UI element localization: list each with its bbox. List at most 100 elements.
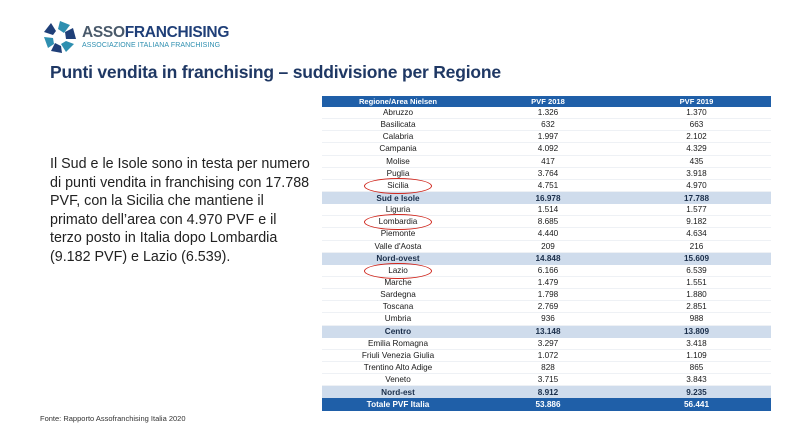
summary-text: Il Sud e le Isole sono in testa per nume… <box>50 156 310 265</box>
table-row: Toscana 2.769 2.851 <box>322 301 771 314</box>
pvf-2019-cell: 1.109 <box>686 350 707 360</box>
region-cell: Liguria <box>385 205 411 215</box>
subtotal-row: Nord-est 8.912 9.235 <box>322 386 771 399</box>
pvf-2018-cell: 936 <box>541 314 555 324</box>
table-row: Trentino Alto Adige 828 865 <box>322 362 771 375</box>
pvf-2018-cell: 4.440 <box>537 229 559 239</box>
table-row: Valle d'Aosta 209 216 <box>322 241 771 253</box>
region-cell: Puglia <box>386 168 410 178</box>
pvf-2018-cell: 3.715 <box>537 375 559 385</box>
pvf-2019-cell: 15.609 <box>683 254 710 264</box>
pvf-2018-cell: 4.751 <box>537 180 559 190</box>
table-header-row: Regione/Area Nielsen PVF 2018 PVF 2019 <box>322 96 771 107</box>
pvf-2018-cell: 828 <box>541 363 555 373</box>
pvf-2019-cell: 6.539 <box>686 265 707 275</box>
header-pvf-2019: PVF 2019 <box>679 97 714 106</box>
region-cell: Sud e Isole <box>376 193 420 203</box>
table-row: Puglia 3.764 3.918 <box>322 168 771 180</box>
table-row: Sicilia 4.751 4.970 <box>322 180 771 192</box>
region-cell: Piemonte <box>380 229 416 239</box>
pvf-2018-cell: 209 <box>541 241 555 251</box>
pvf-2018-cell: 8.685 <box>537 217 559 227</box>
pvf-2019-cell: 9.182 <box>686 217 707 227</box>
pvf-2018-cell: 8.912 <box>537 387 559 397</box>
brand-logo: ASSOFRANCHISING ASSOCIAZIONE ITALIANA FR… <box>42 19 229 55</box>
pvf-2018-cell: 1.798 <box>537 290 559 300</box>
pvf-2019-cell: 216 <box>689 241 704 251</box>
table-row: Liguria 1.514 1.577 <box>322 204 771 217</box>
pvf-2019-cell: 663 <box>689 120 704 130</box>
brand-name-part1: ASSO <box>82 23 125 41</box>
region-cell: Sardegna <box>380 290 416 300</box>
pvf-2018-cell: 3.764 <box>537 168 559 178</box>
pvf-2019-cell: 2.851 <box>686 302 707 312</box>
table-row: Piemonte 4.440 4.634 <box>322 228 771 241</box>
table-row: Abruzzo 1.326 1.370 <box>322 107 771 120</box>
assofranchising-logo-icon <box>44 21 76 53</box>
region-cell: Totale PVF Italia <box>366 399 430 409</box>
table-row: Sardegna 1.798 1.880 <box>322 289 771 302</box>
pvf-2019-cell: 865 <box>689 363 704 373</box>
pvf-2019-cell: 1.370 <box>686 108 707 118</box>
pvf-2019-cell: 435 <box>689 156 704 166</box>
pvf-2019-cell: 13.809 <box>683 327 710 337</box>
pvf-2018-cell: 6.166 <box>537 265 559 275</box>
region-cell: Marche <box>384 278 412 288</box>
source-note: Fonte: Rapporto Assofranchising Italia 2… <box>40 414 186 423</box>
pvf-2018-cell: 13.148 <box>535 327 561 337</box>
region-cell: Calabria <box>382 132 414 142</box>
pvf-2019-cell: 4.634 <box>686 229 707 239</box>
pvf-2018-cell: 53.886 <box>535 399 561 409</box>
region-cell: Abruzzo <box>382 108 414 118</box>
region-cell: Umbria <box>384 314 412 324</box>
pvf-2018-cell: 3.297 <box>537 338 559 348</box>
pvf-2019-cell: 3.918 <box>686 168 707 178</box>
header-region: Regione/Area Nielsen <box>358 97 438 106</box>
table-row: Lazio 6.166 6.539 <box>322 265 771 277</box>
table-row: Emilia Romagna 3.297 3.418 <box>322 338 771 350</box>
table-row: Umbria 936 988 <box>322 313 771 326</box>
pvf-2018-cell: 1.514 <box>537 205 559 215</box>
header-pvf-2018: PVF 2018 <box>531 97 565 106</box>
pvf-2019-cell: 56.441 <box>683 399 710 409</box>
table-row: Lombardia 8.685 9.182 <box>322 216 771 229</box>
table-row: Basilicata 632 663 <box>322 119 771 132</box>
pvf-2019-cell: 4.970 <box>686 180 707 190</box>
brand-name-part2: FRANCHISING <box>124 23 230 41</box>
table-body: Abruzzo 1.326 1.370 Basilicata 632 663 Calabri… <box>322 107 771 411</box>
region-cell: Lazio <box>388 265 408 275</box>
page-title: Punti vendita in franchising – suddivisi… <box>50 62 501 82</box>
region-cell: Trentino Alto Adige <box>363 363 433 373</box>
region-cell: Veneto <box>385 375 411 385</box>
pvf-2019-cell: 17.788 <box>683 193 710 203</box>
table-row: Campania 4.092 4.329 <box>322 143 771 156</box>
table-row: Marche 1.479 1.551 <box>322 277 771 290</box>
region-cell: Centro <box>384 327 412 337</box>
subtotal-row: Centro 13.148 13.809 <box>322 325 771 338</box>
region-cell: Campania <box>379 144 417 154</box>
pvf-2018-cell: 417 <box>541 156 555 166</box>
pvf-2018-cell: 16.978 <box>535 193 561 203</box>
pvf-2019-cell: 1.880 <box>686 290 707 300</box>
pvf-2019-cell: 3.418 <box>686 338 707 348</box>
region-cell: Emilia Romagna <box>367 338 429 348</box>
region-cell: Toscana <box>382 302 414 312</box>
pvf-2019-cell: 2.102 <box>686 132 707 142</box>
pvf-2019-cell: 1.577 <box>686 205 707 215</box>
pvf-2018-cell: 1.479 <box>537 278 559 288</box>
pvf-2019-cell: 4.329 <box>686 144 707 154</box>
pvf-2019-cell: 1.551 <box>686 278 707 288</box>
subtotal-row: Sud e Isole 16.978 17.788 <box>322 191 771 205</box>
pvf-2018-cell: 2.769 <box>537 302 559 312</box>
franchising-table: Regione/Area Nielsen PVF 2018 PVF 2019 A… <box>322 96 771 411</box>
region-cell: Molise <box>386 156 410 166</box>
region-cell: Nord-est <box>381 387 415 397</box>
pvf-2019-cell: 9.235 <box>686 387 707 397</box>
region-cell: Friuli Venezia Giulia <box>361 350 435 360</box>
region-cell: Nord-ovest <box>376 254 420 264</box>
pvf-2018-cell: 1.326 <box>537 108 559 118</box>
pvf-2018-cell: 4.092 <box>537 144 559 154</box>
pvf-2018-cell: 1.997 <box>537 132 559 142</box>
pvf-2018-cell: 14.848 <box>535 254 561 264</box>
region-cell: Lombardia <box>378 217 418 227</box>
